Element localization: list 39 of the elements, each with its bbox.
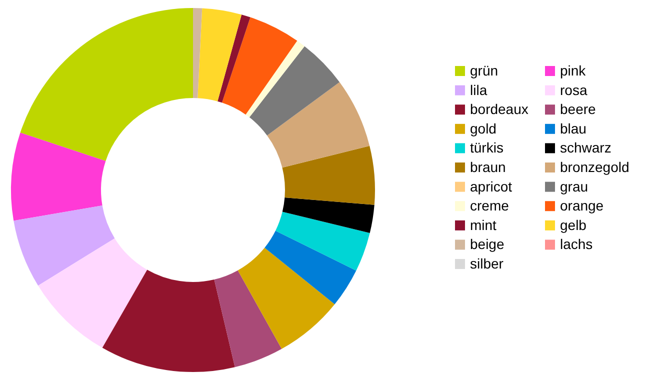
legend-label: blau: [560, 120, 586, 136]
legend-label: gold: [470, 120, 496, 136]
donut-slice: [222, 17, 298, 115]
donut-slice: [249, 46, 340, 136]
donut-slice: [282, 198, 374, 234]
donut-slice: [193, 8, 202, 98]
legend-label: silber: [470, 256, 504, 272]
donut-slice: [282, 146, 375, 205]
legend-label: schwarz: [560, 140, 612, 156]
legend-label: türkis: [470, 140, 504, 156]
donut-slice: [275, 212, 370, 271]
legend-label: beere: [560, 101, 596, 118]
donut-slice: [20, 8, 193, 162]
legend-label: grün: [470, 62, 498, 78]
legend-label: lila: [470, 82, 488, 98]
donut-slice: [218, 14, 250, 103]
legend-label: braun: [470, 159, 506, 175]
donut-slice: [102, 270, 235, 372]
donut-slice: [14, 206, 115, 286]
legend-label: mint: [470, 216, 497, 233]
donut-slice: [38, 238, 148, 348]
donut-slice: [238, 248, 335, 349]
donut-slice: [11, 132, 106, 221]
donut-slice: [246, 40, 305, 118]
legend-label: orange: [560, 198, 604, 214]
legend-label: creme: [470, 198, 510, 214]
legend-label: beige: [470, 236, 504, 252]
donut-slice: [214, 270, 282, 368]
legend-label: bordeaux: [470, 101, 528, 118]
donut-slice: [264, 230, 356, 304]
donut-slice: [198, 8, 242, 102]
legend-label: gelb: [560, 216, 587, 233]
legend-label: apricot: [470, 178, 512, 194]
donut-slice: [267, 82, 370, 168]
legend-label: grau: [560, 178, 588, 194]
legend-label: lachs: [560, 236, 593, 252]
legend-label: pink: [560, 62, 587, 78]
legend-label: rosa: [560, 82, 588, 98]
legend-label: bronzegold: [560, 159, 630, 175]
